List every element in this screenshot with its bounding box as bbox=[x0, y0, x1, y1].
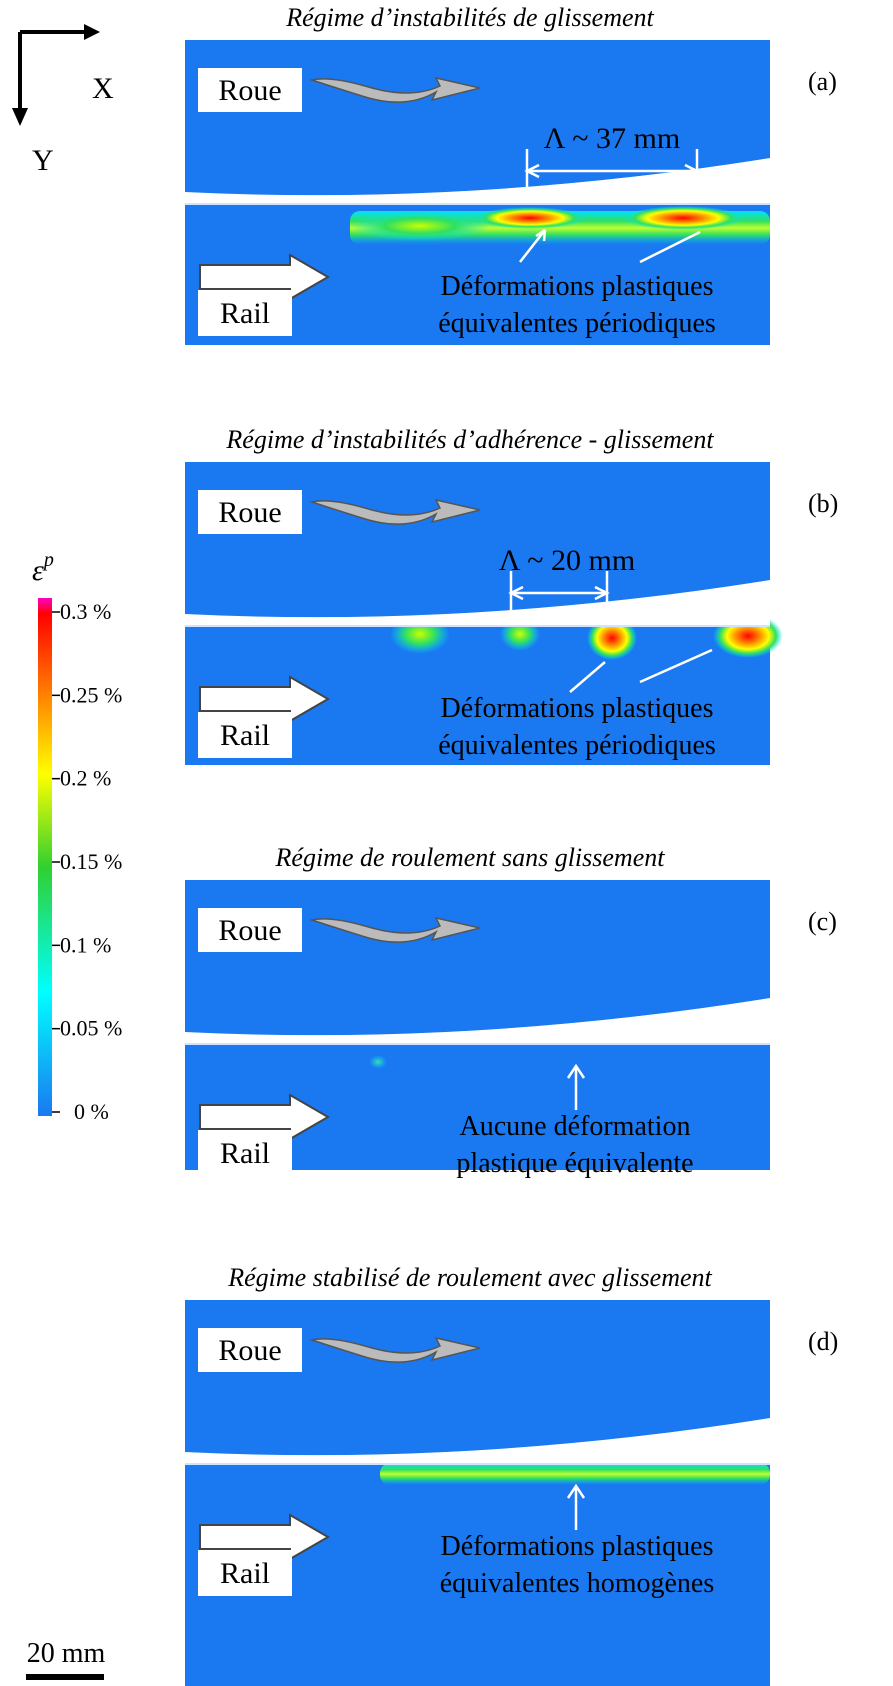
contact-gap bbox=[185, 158, 770, 203]
deformation-zone bbox=[623, 206, 743, 230]
annotation: plastique équivalente bbox=[456, 1148, 693, 1179]
rail-label: Rail bbox=[220, 1557, 270, 1590]
contact-gap bbox=[185, 580, 770, 625]
panel-label: (c) bbox=[808, 907, 837, 936]
axis-y-label: Y bbox=[32, 144, 54, 177]
deformation-zone bbox=[380, 1463, 770, 1485]
rail-arrow bbox=[199, 1513, 330, 1561]
rotation-icon bbox=[309, 498, 481, 525]
axis-arrows bbox=[18, 30, 88, 112]
colorbar-symbol: ε bbox=[32, 554, 44, 587]
colorbar-tick-label: 0.2 % bbox=[60, 766, 111, 791]
pointer-arrows bbox=[519, 228, 701, 264]
rotation-icon bbox=[309, 76, 481, 103]
rail-label: Rail bbox=[220, 297, 270, 330]
panel-label: (d) bbox=[808, 1327, 838, 1356]
wavelength-label: Λ ~ 20 mm bbox=[499, 544, 635, 577]
rail-arrow bbox=[199, 675, 330, 723]
rail-arrow bbox=[199, 253, 330, 301]
contact-line bbox=[185, 1463, 770, 1465]
rail-box bbox=[198, 290, 292, 336]
deformation-zone bbox=[350, 211, 490, 241]
annotation: Aucune déformation bbox=[460, 1111, 691, 1142]
panel-title: Régime d’instabilités de glissement bbox=[285, 3, 654, 32]
wheel-box bbox=[198, 908, 302, 952]
rail-label: Rail bbox=[220, 1137, 270, 1170]
colorbar-superscript: p bbox=[42, 549, 54, 571]
colorbar-label: εp bbox=[32, 549, 54, 587]
rail-box bbox=[198, 712, 292, 758]
axis-x-label: X bbox=[92, 72, 114, 105]
wheel-box bbox=[198, 490, 302, 534]
wavelength-label: Λ ~ 37 mm bbox=[544, 122, 680, 155]
rail-label: Rail bbox=[220, 719, 270, 752]
pointer-arrow bbox=[566, 1483, 586, 1530]
rail-arrow bbox=[199, 1093, 330, 1141]
annotation: Déformations plastiques bbox=[441, 693, 714, 724]
rail-box bbox=[198, 1130, 292, 1176]
wavelength-dimension bbox=[524, 149, 700, 193]
arrow-head bbox=[84, 24, 100, 40]
contact-line bbox=[185, 625, 770, 627]
wheel-label: Roue bbox=[218, 1334, 281, 1367]
rotation-icon bbox=[309, 916, 481, 943]
panel-label: (b) bbox=[808, 489, 838, 518]
contact-gap bbox=[185, 998, 770, 1043]
colorbar-tick-label: 0.25 % bbox=[60, 682, 122, 707]
wheel-label: Roue bbox=[218, 496, 281, 529]
annotation: équivalentes périodiques bbox=[438, 308, 716, 339]
pointer-arrow bbox=[566, 1063, 586, 1110]
panel-title: Régime d’instabilités d’adhérence - glis… bbox=[225, 425, 714, 454]
colorbar-tick-label: 0.1 % bbox=[60, 932, 111, 957]
wheel-label: Roue bbox=[218, 74, 281, 107]
wheel-label: Roue bbox=[218, 914, 281, 947]
annotation: Déformations plastiques bbox=[441, 271, 714, 302]
colorbar-tick-label: 0 % bbox=[74, 1099, 109, 1124]
contact-gap bbox=[185, 1418, 770, 1463]
wheel-box bbox=[198, 68, 302, 112]
arrow-head bbox=[12, 108, 28, 126]
deformation-zone bbox=[369, 1055, 387, 1069]
contact-line bbox=[185, 1043, 770, 1045]
scale-bar bbox=[26, 1674, 104, 1680]
panel-title: Régime stabilisé de roulement avec gliss… bbox=[227, 1263, 712, 1292]
colorbar-tick-label: 0.15 % bbox=[60, 849, 122, 874]
annotation: équivalentes homogènes bbox=[440, 1568, 714, 1599]
annotation: Déformations plastiques bbox=[441, 1531, 714, 1562]
colorbar-tick-label: 0.05 % bbox=[60, 1016, 122, 1041]
annotation: équivalentes périodiques bbox=[438, 730, 716, 761]
wavelength-dimension bbox=[508, 571, 610, 615]
wheel-box bbox=[198, 1328, 302, 1372]
scale-bar-label: 20 mm bbox=[27, 1638, 106, 1669]
rail-box bbox=[198, 1550, 292, 1596]
colorbar bbox=[38, 598, 52, 1116]
deformation-zone bbox=[475, 207, 585, 229]
rotation-icon bbox=[309, 1336, 481, 1363]
pointer-arrows bbox=[569, 648, 713, 693]
contact-line bbox=[185, 203, 770, 205]
panel-label: (a) bbox=[808, 67, 837, 96]
panel-title: Régime de roulement sans glissement bbox=[275, 843, 666, 872]
colorbar-tick-label: 0.3 % bbox=[60, 599, 111, 624]
